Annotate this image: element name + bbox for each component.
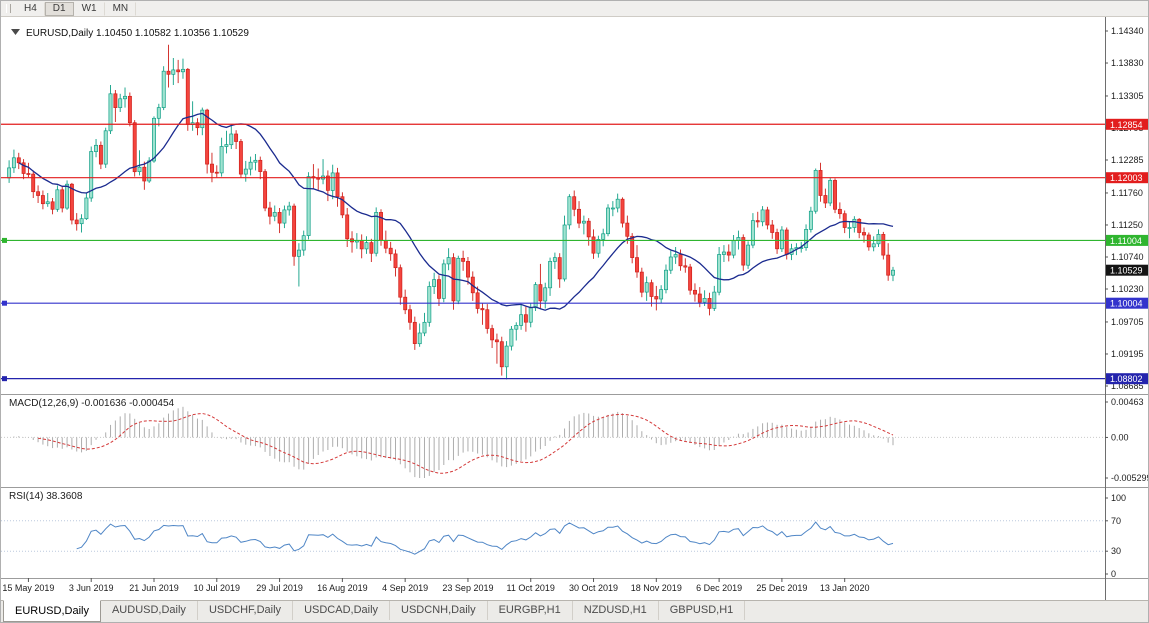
price-badge-1.12854 — [1106, 118, 1148, 130]
chart-tab-gbpusd-h1[interactable]: GBPUSD,H1 — [659, 601, 746, 620]
chart-tabbar: EURUSD,Daily AUDUSD,Daily USDCHF,Daily U… — [1, 600, 1148, 622]
svg-text:1.09195: 1.09195 — [1111, 349, 1144, 359]
price-badge-1.11004 — [1106, 234, 1148, 246]
svg-text:15 May 2019: 15 May 2019 — [2, 583, 54, 593]
svg-text:1.10529: 1.10529 — [1110, 266, 1143, 276]
svg-text:6 Dec 2019: 6 Dec 2019 — [696, 583, 742, 593]
quote-header: EURUSD,Daily 1.10450 1.10582 1.10356 1.1… — [11, 28, 249, 39]
svg-text:18 Nov 2019: 18 Nov 2019 — [631, 583, 682, 593]
chart-tab-usdchf-daily[interactable]: USDCHF,Daily — [198, 601, 294, 620]
chart-tab-audusd-daily[interactable]: AUDUSD,Daily — [101, 601, 198, 620]
timeframe-button-d1[interactable]: D1 — [44, 1, 74, 16]
svg-text:1.13830: 1.13830 — [1111, 58, 1144, 68]
timeframe-button-w1[interactable]: W1 — [74, 1, 105, 16]
price-chart-canvas[interactable]: 1.143401.138301.133051.127951.122851.117… — [1, 17, 1149, 602]
svg-text:11 Oct 2019: 11 Oct 2019 — [507, 583, 555, 593]
chart-tab-nzdusd-h1[interactable]: NZDUSD,H1 — [573, 601, 659, 620]
hline-handle-1.08802[interactable] — [2, 376, 7, 382]
svg-text:1.10004: 1.10004 — [1110, 299, 1143, 309]
horizontal-lines[interactable] — [1, 123, 1105, 382]
svg-text:23 Sep 2019: 23 Sep 2019 — [442, 583, 493, 593]
hline-handle-1.10004[interactable] — [2, 300, 7, 306]
candlestick-series — [7, 44, 895, 380]
chart-region: 1.143401.138301.133051.127951.122851.117… — [1, 17, 1149, 602]
price-badges: 1.12854 1.12003 1.11004 1.10004 1.08802 1.105… — [1106, 118, 1148, 385]
svg-text:21 Jun 2019: 21 Jun 2019 — [129, 583, 179, 593]
svg-text:0.00463: 0.00463 — [1111, 397, 1144, 407]
chart-tab-usdcad-daily[interactable]: USDCAD,Daily — [293, 601, 391, 620]
svg-text:1.13305: 1.13305 — [1111, 91, 1144, 101]
svg-text:1.11004: 1.11004 — [1110, 236, 1142, 246]
price-badge-1.08802 — [1106, 373, 1148, 385]
price-badge-1.10529 — [1106, 264, 1148, 276]
time-axis[interactable]: 15 May 2019 3 Jun 2019 21 Jun 2019 10 Jul 2… — [2, 578, 869, 593]
svg-text:3 Jun 2019: 3 Jun 2019 — [69, 583, 114, 593]
svg-text:1.12285: 1.12285 — [1111, 155, 1144, 165]
timeframe-toolbar: H4 D1 W1 MN — [1, 1, 1148, 17]
one-click-trading-icon[interactable] — [11, 29, 20, 35]
chart-tab-eurgbp-h1[interactable]: EURGBP,H1 — [488, 601, 573, 620]
chart-grid — [1, 17, 1148, 602]
svg-text:1.14340: 1.14340 — [1111, 26, 1144, 36]
svg-text:16 Aug 2019: 16 Aug 2019 — [317, 583, 368, 593]
svg-text:-0.005299: -0.005299 — [1111, 473, 1149, 483]
timeframe-button-mn[interactable]: MN — [105, 1, 137, 16]
price-badge-1.10004 — [1106, 297, 1148, 309]
svg-text:MACD(12,26,9) -0.001636 -0.000: MACD(12,26,9) -0.001636 -0.000454 — [9, 398, 175, 409]
price-badge-1.12003 — [1106, 172, 1148, 184]
moving-average-line — [18, 112, 894, 311]
svg-text:100: 100 — [1111, 493, 1126, 503]
svg-text:1.08802: 1.08802 — [1110, 374, 1143, 384]
svg-text:0.00: 0.00 — [1111, 432, 1129, 442]
chart-tab-usdcnh-daily[interactable]: USDCNH,Daily — [390, 601, 488, 620]
timeframe-button-h4[interactable]: H4 — [16, 1, 45, 16]
rsi-indicator — [1, 520, 1105, 555]
indicator-labels: MACD(12,26,9) -0.001636 -0.000454 RSI(14)… — [9, 398, 175, 502]
macd-indicator — [1, 406, 1105, 478]
svg-text:RSI(14) 38.3608: RSI(14) 38.3608 — [9, 491, 83, 502]
toolbar-grip-icon[interactable] — [6, 4, 11, 13]
svg-text:1.12003: 1.12003 — [1110, 173, 1143, 183]
svg-text:10 Jul 2019: 10 Jul 2019 — [194, 583, 241, 593]
svg-text:4 Sep 2019: 4 Sep 2019 — [382, 583, 428, 593]
svg-text:13 Jan 2020: 13 Jan 2020 — [820, 583, 870, 593]
svg-text:1.11760: 1.11760 — [1111, 188, 1143, 198]
hline-handle-1.11004[interactable] — [2, 237, 7, 243]
svg-text:1.10230: 1.10230 — [1111, 284, 1144, 294]
svg-text:1.09705: 1.09705 — [1111, 317, 1144, 327]
chart-tab-eurusd-daily[interactable]: EURUSD,Daily — [3, 600, 101, 622]
svg-text:1.12854: 1.12854 — [1110, 120, 1143, 130]
svg-text:70: 70 — [1111, 516, 1121, 526]
svg-text:25 Dec 2019: 25 Dec 2019 — [756, 583, 807, 593]
svg-text:29 Jul 2019: 29 Jul 2019 — [256, 583, 303, 593]
svg-text:0: 0 — [1111, 569, 1116, 579]
svg-text:30: 30 — [1111, 546, 1121, 556]
svg-text:30 Oct 2019: 30 Oct 2019 — [569, 583, 618, 593]
svg-text:EURUSD,Daily 1.10450 1.10582 1: EURUSD,Daily 1.10450 1.10582 1.10356 1.1… — [26, 28, 249, 39]
svg-text:1.08685: 1.08685 — [1111, 381, 1144, 391]
svg-text:1.11250: 1.11250 — [1111, 220, 1143, 230]
svg-text:1.10740: 1.10740 — [1111, 252, 1144, 262]
